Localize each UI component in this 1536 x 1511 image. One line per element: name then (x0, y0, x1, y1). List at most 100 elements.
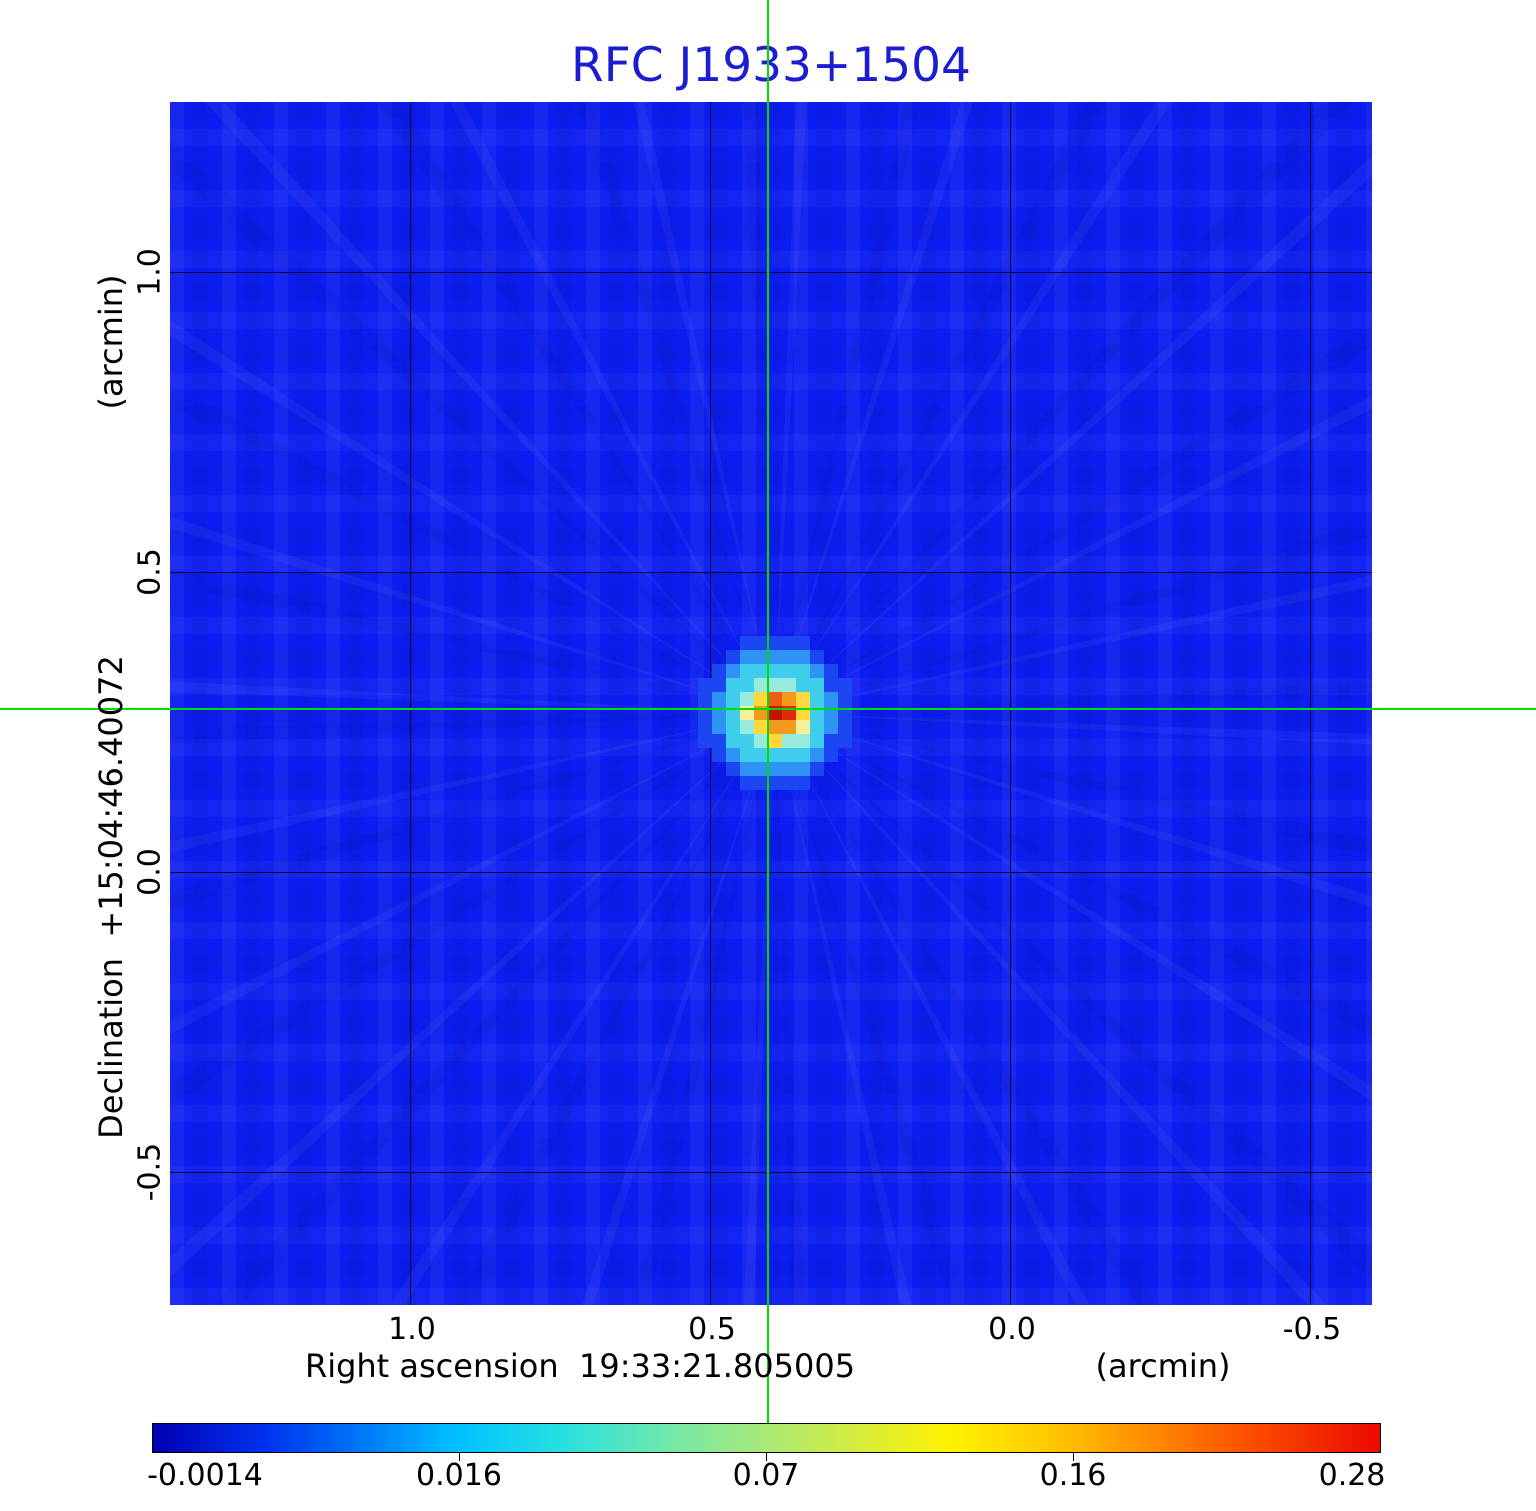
source-pixel (712, 720, 726, 734)
source-pixel (698, 678, 712, 692)
source-pixel (740, 762, 754, 776)
source-pixel (740, 734, 754, 748)
source-pixel (712, 664, 726, 678)
source-pixel (782, 762, 796, 776)
source-pixel (754, 636, 768, 650)
source-pixel (824, 734, 838, 748)
source-pixel (740, 664, 754, 678)
source-pixel (796, 650, 810, 664)
x-tick--0.5: -0.5 (1282, 1312, 1342, 1347)
y-tick-1.0: 1.0 (132, 248, 168, 296)
source-pixel (768, 762, 782, 776)
source-pixel (754, 664, 768, 678)
source-pixel (712, 748, 726, 762)
gridline-x-1.0 (410, 102, 411, 1305)
gridline-y-0.5 (170, 572, 1372, 573)
source-pixel (768, 734, 782, 748)
colorbar-label-min: -0.0014 (147, 1458, 263, 1493)
source-pixel (838, 734, 852, 748)
source-pixel (810, 762, 824, 776)
source-pixel (726, 734, 740, 748)
source-pixel (810, 650, 824, 664)
source-pixel (740, 692, 754, 706)
source-pixel (838, 720, 852, 734)
source-pixel (754, 720, 768, 734)
source-pixel (726, 664, 740, 678)
gridline-y-0.0 (170, 872, 1372, 873)
source-pixel (782, 664, 796, 678)
source-pixel (768, 692, 782, 706)
source-pixel (754, 692, 768, 706)
x-axis-unit-label: (arcmin) (1095, 1347, 1231, 1385)
source-pixel (712, 678, 726, 692)
plot-title: RFC J1933+1504 (571, 38, 971, 93)
source-pixel (698, 692, 712, 706)
source-pixel (740, 636, 754, 650)
y-axis-label: Declination +15:04:46.40072 (92, 655, 130, 1139)
source-pixel (726, 650, 740, 664)
x-axis-label: Right ascension 19:33:21.805005 (304, 1347, 856, 1385)
source-pixel (810, 692, 824, 706)
source-pixel (810, 678, 824, 692)
source-pixel (782, 748, 796, 762)
source-pixel (810, 720, 824, 734)
y-tick-0.5: 0.5 (132, 548, 168, 596)
colorbar-label-3: 0.16 (1039, 1458, 1107, 1493)
source-pixel (754, 776, 768, 790)
gridline-x--0.5 (1310, 102, 1311, 1305)
source-pixel (796, 762, 810, 776)
source-pixel (838, 692, 852, 706)
colorbar-label-max: 0.28 (1318, 1458, 1386, 1493)
source-pixel (768, 664, 782, 678)
source-pixel (782, 678, 796, 692)
source-pixel (782, 734, 796, 748)
source-pixel (796, 720, 810, 734)
source-pixel (726, 748, 740, 762)
source-pixel (824, 678, 838, 692)
source-pixel (838, 678, 852, 692)
source-blob (698, 636, 852, 790)
source-pixel (796, 734, 810, 748)
source-pixel (698, 734, 712, 748)
source-pixel (796, 664, 810, 678)
colorbar-gradient (152, 1423, 1381, 1453)
source-pixel (712, 692, 726, 706)
source-pixel (796, 776, 810, 790)
colorbar-tick-0.016 (459, 1453, 460, 1461)
source-pixel (782, 720, 796, 734)
source-pixel (782, 776, 796, 790)
y-tick--0.5: -0.5 (132, 1142, 168, 1202)
source-pixel (754, 762, 768, 776)
x-tick-0.0: 0.0 (988, 1312, 1036, 1347)
source-pixel (824, 664, 838, 678)
gridline-y--0.5 (170, 1172, 1372, 1173)
source-pixel (824, 720, 838, 734)
colorbar-label-2: 0.07 (732, 1458, 800, 1493)
source-pixel (740, 748, 754, 762)
source-pixel (796, 692, 810, 706)
source-pixel (740, 650, 754, 664)
source-pixel (782, 692, 796, 706)
crosshair-horizontal-line (0, 708, 1536, 710)
source-pixel (740, 776, 754, 790)
colorbar-label-1: 0.016 (416, 1458, 502, 1493)
source-pixel (796, 678, 810, 692)
source-pixel (824, 692, 838, 706)
source-pixel (796, 636, 810, 650)
source-pixel (768, 748, 782, 762)
source-pixel (712, 734, 726, 748)
sky-map (170, 102, 1372, 1305)
source-pixel (796, 748, 810, 762)
source-pixel (726, 678, 740, 692)
source-pixel (824, 748, 838, 762)
source-pixel (754, 678, 768, 692)
source-pixel (740, 678, 754, 692)
source-pixel (726, 762, 740, 776)
source-pixel (768, 636, 782, 650)
source-pixel (810, 664, 824, 678)
source-pixel (768, 650, 782, 664)
crosshair-vertical-line (767, 0, 769, 1423)
source-pixel (754, 734, 768, 748)
source-pixel (782, 650, 796, 664)
